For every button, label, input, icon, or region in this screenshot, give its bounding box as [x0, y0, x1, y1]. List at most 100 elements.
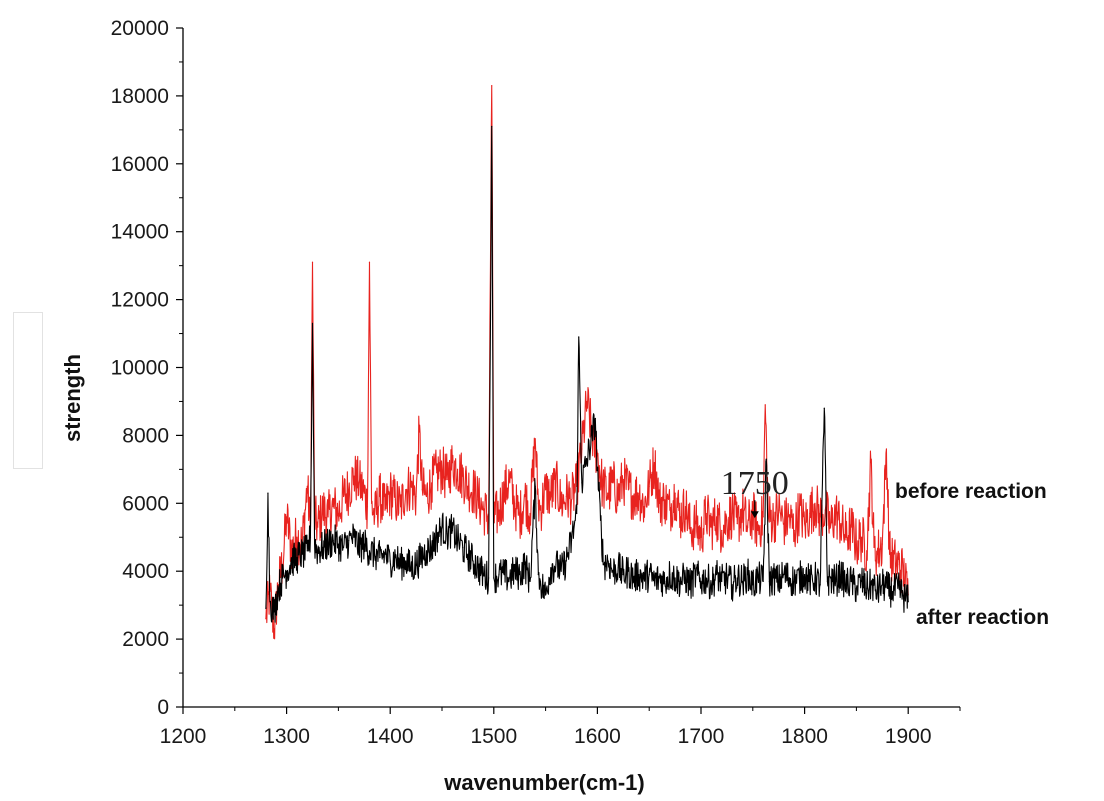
data-point [700, 580, 702, 582]
data-point [358, 482, 360, 484]
data-point [273, 628, 275, 630]
data-point [545, 489, 547, 491]
data-point [555, 482, 557, 484]
data-point [374, 553, 376, 555]
data-point [643, 577, 645, 579]
data-point [363, 492, 365, 494]
series-layer [265, 85, 909, 640]
data-point [788, 577, 790, 579]
x-tick-label: 1400 [367, 725, 414, 748]
data-point [876, 590, 878, 593]
data-point [669, 573, 671, 576]
y-tick-label: 10000 [111, 357, 169, 380]
data-point [493, 577, 495, 579]
data-point [477, 567, 479, 569]
data-point [418, 431, 420, 433]
data-point [384, 509, 386, 511]
data-point [617, 567, 619, 569]
data-point [764, 404, 766, 406]
data-point [353, 536, 355, 538]
data-point [814, 502, 816, 504]
data-point [814, 577, 816, 579]
y-tick-label: 18000 [111, 85, 169, 108]
data-point [519, 573, 521, 576]
data-point [873, 546, 875, 549]
data-point [866, 587, 868, 589]
data-point [277, 587, 279, 589]
y-tick-label: 20000 [111, 17, 169, 40]
data-point [436, 472, 438, 474]
data-point [399, 506, 402, 508]
data-point [866, 550, 868, 552]
data-point [451, 461, 453, 464]
data-point [306, 550, 308, 552]
data-point [596, 468, 599, 470]
data-point [545, 594, 547, 596]
data-point [327, 516, 329, 518]
data-point [467, 553, 469, 555]
data-point [313, 543, 316, 545]
data-point [601, 485, 604, 487]
data-point [366, 506, 369, 508]
data-point [348, 540, 350, 542]
data-point [819, 584, 821, 586]
data-point [888, 553, 891, 555]
data-point [384, 553, 386, 555]
series-label-after-reaction: after reaction [916, 606, 1049, 629]
data-point [420, 557, 422, 559]
data-point [456, 468, 459, 470]
data-point [783, 523, 785, 525]
data-point [446, 478, 448, 481]
data-point [835, 580, 837, 582]
data-point [684, 577, 687, 579]
data-point [747, 526, 749, 528]
data-point [695, 523, 697, 525]
data-point [804, 573, 806, 576]
data-point [617, 495, 619, 498]
data-point [550, 567, 552, 569]
data-point [850, 580, 852, 582]
data-point [710, 526, 712, 528]
data-point [322, 509, 324, 511]
data-point [715, 573, 718, 576]
data-point [772, 577, 775, 579]
data-point [885, 448, 888, 450]
data-point [389, 560, 391, 562]
data-point [342, 546, 345, 549]
data-point [902, 594, 904, 596]
side-panel-box [13, 312, 43, 469]
data-point [405, 489, 407, 491]
data-point [410, 567, 412, 569]
data-point [477, 499, 479, 501]
data-point [798, 509, 801, 511]
data-point [860, 580, 863, 582]
data-point [731, 512, 733, 515]
data-point [456, 540, 459, 542]
data-point [560, 570, 562, 572]
data-point [519, 516, 521, 518]
data-point [679, 516, 681, 518]
data-point [762, 516, 764, 518]
data-point [829, 526, 832, 528]
data-point [374, 516, 376, 518]
data-point [301, 553, 303, 555]
data-point [850, 526, 852, 528]
data-point [425, 495, 428, 498]
data-point [695, 573, 697, 576]
data-point [690, 529, 692, 532]
data-point [425, 550, 428, 552]
data-point [332, 540, 334, 542]
data-point [607, 560, 609, 562]
data-point [788, 516, 790, 518]
data-point [653, 461, 655, 464]
data-point [441, 468, 443, 470]
data-point [612, 482, 614, 484]
data-point [482, 573, 485, 576]
data-point [576, 512, 578, 515]
data-point [529, 512, 531, 515]
data-point [508, 577, 510, 579]
data-point [555, 563, 557, 566]
data-point [793, 529, 795, 532]
data-point [594, 417, 596, 420]
data-point [581, 482, 583, 484]
